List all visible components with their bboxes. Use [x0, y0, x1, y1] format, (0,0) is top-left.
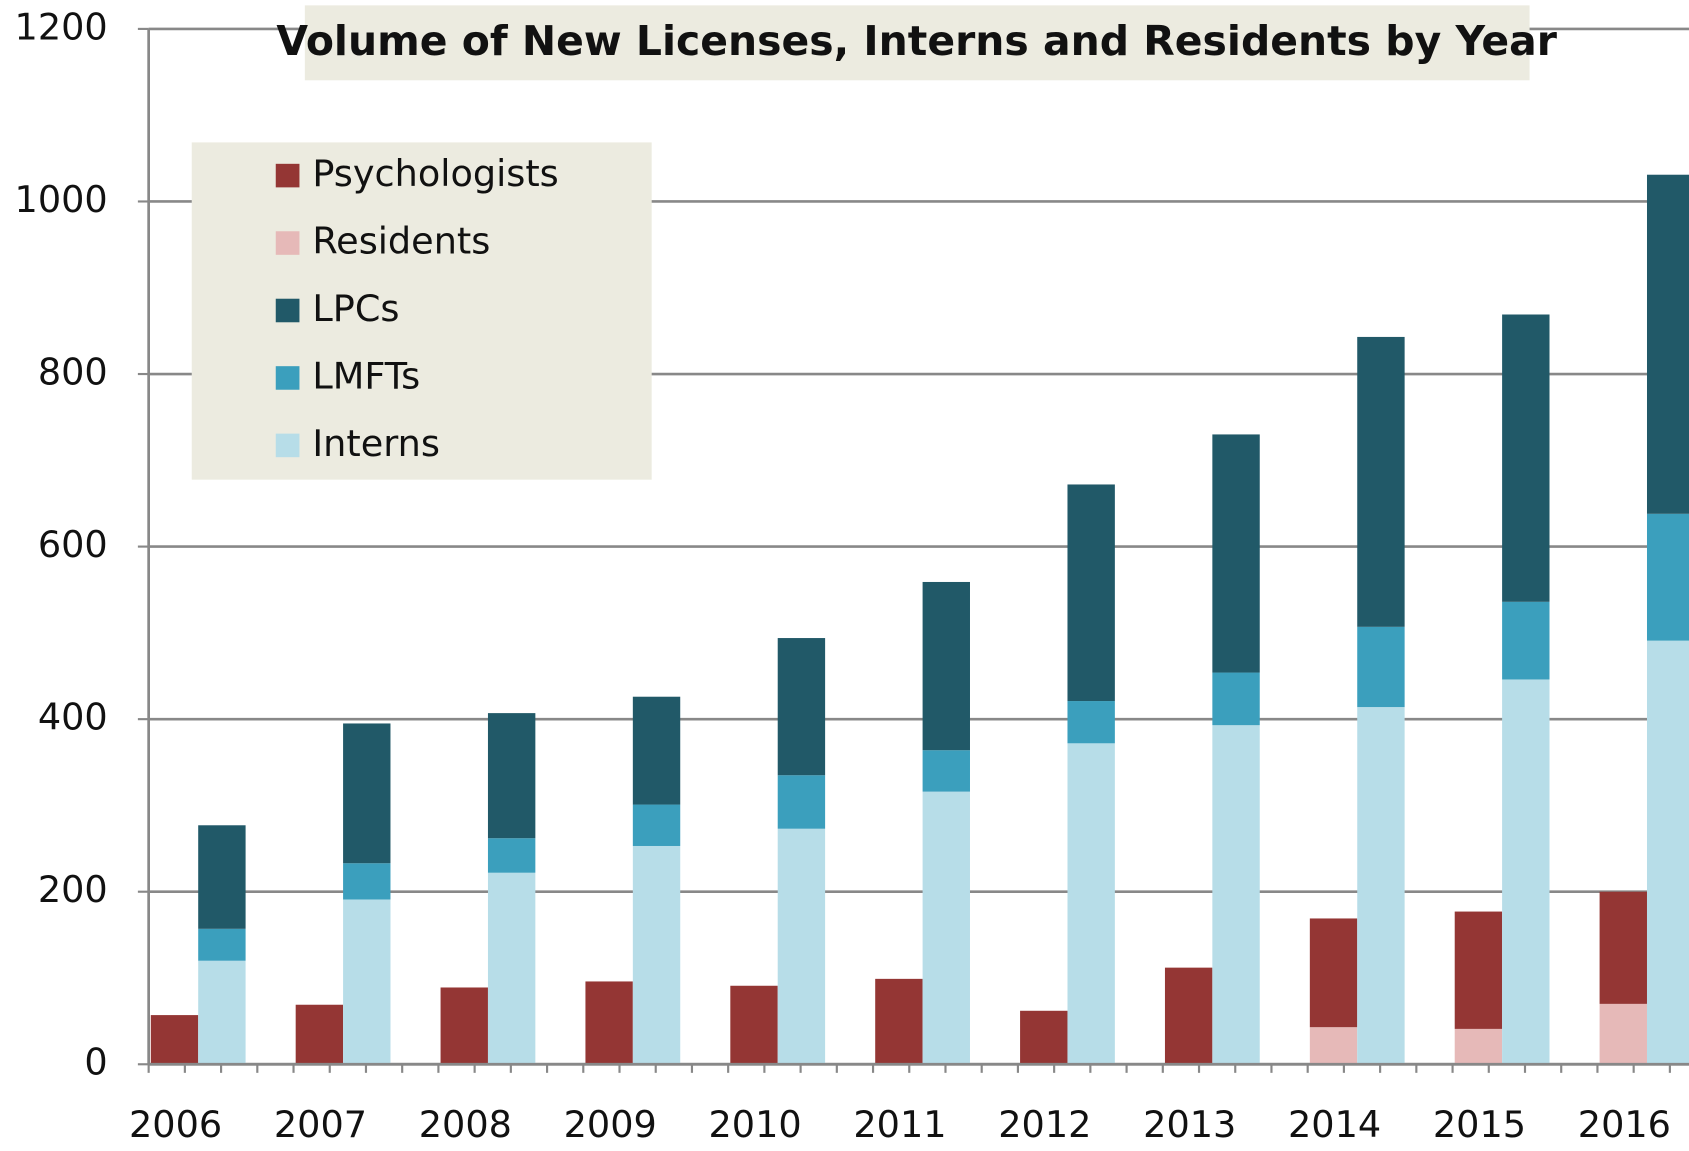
x-tick-label: 2009	[564, 1103, 657, 1146]
legend: Psychologists Residents LPCs LMFTs Interns	[275, 152, 559, 465]
legend-box	[191, 142, 652, 480]
bar-segment	[632, 696, 681, 805]
bar-segment	[1646, 513, 1689, 641]
legend-swatch	[275, 231, 300, 255]
bar-segment	[150, 1015, 199, 1065]
bar-segment	[777, 638, 826, 776]
x-tick-label: 2013	[1143, 1103, 1236, 1146]
bar-segment	[1502, 314, 1550, 602]
bar-segment	[1599, 891, 1647, 1004]
legend-swatch	[275, 433, 300, 458]
y-tick-label: 0	[84, 1041, 107, 1084]
title-box	[304, 5, 1530, 81]
bar-segment	[632, 804, 681, 846]
bar-segment	[487, 872, 536, 1065]
legend-label: LMFTs	[312, 355, 420, 398]
bar-segment	[730, 985, 778, 1065]
bar-segment	[487, 713, 536, 839]
bar-segment	[1646, 174, 1689, 514]
legend-label: Interns	[312, 422, 440, 465]
x-tick-label: 2015	[1433, 1103, 1526, 1146]
x-tick-label: 2016	[1578, 1103, 1671, 1146]
bars	[150, 174, 1689, 1065]
y-tick-label: 1000	[15, 178, 108, 221]
bar-segment	[198, 825, 246, 929]
y-tick-label: 400	[38, 696, 108, 739]
legend-label: Residents	[312, 220, 490, 263]
bar-segment	[295, 1004, 344, 1065]
legend-label: LPCs	[312, 287, 399, 330]
bar-segment	[1212, 725, 1260, 1065]
bar-segment	[1357, 707, 1405, 1065]
bar-segment	[343, 863, 391, 900]
x-tick-label: 2014	[1288, 1103, 1381, 1146]
legend-swatch	[275, 298, 300, 323]
bar-segment	[777, 775, 826, 829]
bar-segment	[1067, 743, 1115, 1065]
x-tick-label: 2007	[274, 1103, 367, 1146]
bar-segment	[1020, 1010, 1068, 1065]
bar-segment	[487, 838, 536, 873]
bar-segment	[1502, 679, 1550, 1065]
bar-segment	[198, 960, 246, 1065]
bar-segment	[1309, 918, 1358, 1028]
y-tick-label: 800	[38, 351, 108, 394]
bar-segment	[1212, 672, 1260, 726]
x-tick-label: 2010	[709, 1103, 802, 1146]
bar-segment	[1357, 626, 1405, 708]
bar-segment	[922, 581, 970, 751]
legend-swatch	[275, 163, 300, 188]
bar-segment	[440, 987, 488, 1065]
bar-segment	[1646, 640, 1689, 1065]
bar-segment	[343, 723, 391, 864]
bar-segment	[922, 791, 970, 1065]
y-tick-label: 600	[38, 523, 108, 566]
bar-segment	[1309, 1027, 1358, 1065]
bar-segment	[1502, 601, 1550, 680]
bar-segment	[632, 845, 681, 1065]
bar-segment	[1599, 1003, 1647, 1065]
axes: 0 200 400 600 800 1000 1200 2006 2007 2008 2009 201…	[15, 5, 1689, 1146]
bar-segment	[1212, 434, 1260, 673]
bar-segment	[585, 981, 633, 1065]
bar-segment	[922, 750, 970, 792]
bar-segment	[777, 828, 826, 1065]
bar-segment	[1357, 336, 1405, 627]
x-tick-label: 2011	[853, 1103, 946, 1146]
bar-segment	[1454, 911, 1503, 1029]
bar-segment	[1067, 484, 1115, 702]
chart-title: Volume of New Licenses, Interns and Resi…	[276, 17, 1557, 65]
bar-segment	[343, 899, 391, 1065]
y-tick-label: 200	[38, 868, 108, 911]
legend-swatch	[275, 366, 300, 390]
x-tick-label: 2006	[129, 1103, 222, 1146]
bar-segment	[875, 978, 923, 1065]
x-tick-label: 2008	[419, 1103, 512, 1146]
x-tick-label: 2012	[998, 1103, 1091, 1146]
y-tick-label: 1200	[15, 5, 108, 48]
bar-segment	[1454, 1028, 1503, 1065]
bar-segment	[1164, 967, 1213, 1065]
bar-segment	[1067, 701, 1115, 744]
legend-label: Psychologists	[312, 152, 558, 195]
bar-segment	[198, 928, 246, 961]
